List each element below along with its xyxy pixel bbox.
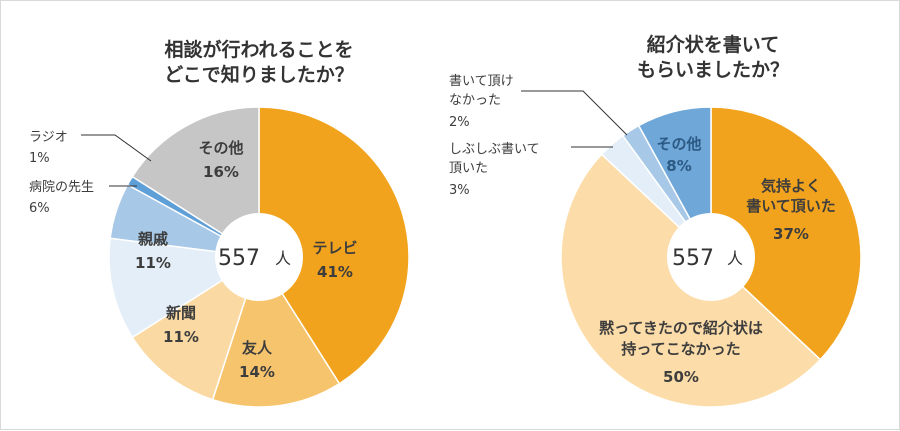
chart-2: 紹介状を書いて もらいましたか？ 557 人 気持よく 書いて頂いた 37% 黙… bbox=[449, 33, 862, 408]
chart-1-pct-doctor: 6% bbox=[29, 201, 50, 216]
chart-1-slice-6 bbox=[131, 106, 260, 259]
chart-1-pct-radio: 1% bbox=[29, 151, 50, 166]
chart-2-label-reluctant-1: しぶしぶ書いて bbox=[449, 142, 540, 157]
chart-2-title-line-1: 紹介状を書いて bbox=[647, 33, 779, 56]
chart-2-center-hole bbox=[667, 213, 755, 301]
chart-2-pct-silent: 50% bbox=[663, 368, 699, 386]
chart-2-pct-reluctant: 3% bbox=[449, 183, 470, 198]
chart-1-title-line-1: 相談が行われることを bbox=[164, 38, 353, 61]
chart-1-slice-1 bbox=[211, 255, 341, 408]
chart-1-label-tv: テレビ bbox=[312, 239, 357, 257]
chart-2-pct-refused: 2% bbox=[449, 115, 470, 130]
chart-2-label-willing-1: 気持よく bbox=[761, 177, 821, 195]
chart-1-slice-0 bbox=[258, 106, 410, 385]
chart-1-pct-tv: 41% bbox=[317, 263, 353, 281]
chart-1-center-hole bbox=[215, 213, 303, 301]
chart-1-label-doctor: 病院の先生 bbox=[29, 180, 94, 195]
chart-1-label-friend: 友人 bbox=[242, 339, 273, 357]
chart-1-center-total: 557 bbox=[218, 246, 260, 271]
chart-1-label-newspaper: 新聞 bbox=[166, 304, 196, 322]
chart-2-label-other: その他 bbox=[656, 135, 701, 153]
chart-1-center-unit: 人 bbox=[275, 249, 291, 268]
chart-2-leader-refused bbox=[521, 90, 628, 136]
chart-2-pct-other: 8% bbox=[666, 157, 691, 175]
chart-1-label-radio: ラジオ bbox=[29, 130, 68, 145]
chart-2-title-line-2: もらいましたか？ bbox=[637, 59, 789, 81]
chart-2-center-unit: 人 bbox=[727, 249, 743, 268]
chart-1-slice-2 bbox=[131, 255, 261, 401]
chart-2-slice-0 bbox=[710, 106, 862, 361]
chart-2-center-total: 557 bbox=[672, 246, 714, 271]
chart-1-pct-relatives: 11% bbox=[135, 254, 171, 272]
chart-1-pct-newspaper: 11% bbox=[163, 328, 199, 346]
chart-2-label-refused-1: 書いて頂け bbox=[449, 74, 514, 89]
chart-1: 相談が行われることを どこで知りましたか？ 557 人 テレビ 41% 友人 1… bbox=[29, 38, 410, 408]
chart-2-label-silent-1: 黙ってきたので紹介状は bbox=[599, 319, 763, 337]
chart-1-label-other: その他 bbox=[198, 139, 243, 157]
chart-2-label-silent-2: 持ってこなかった bbox=[621, 340, 740, 358]
chart-1-pct-other: 16% bbox=[203, 163, 239, 181]
chart-2-label-reluctant-2: 頂いた bbox=[449, 161, 488, 176]
chart-1-pct-friend: 14% bbox=[239, 363, 275, 381]
chart-1-leader-radio bbox=[81, 134, 152, 162]
chart-2-label-refused-2: なかった bbox=[449, 93, 501, 108]
chart-2-label-willing-2: 書いて頂いた bbox=[746, 197, 836, 215]
chart-1-label-relatives: 親戚 bbox=[138, 230, 168, 248]
chart-1-title-line-2: どこで知りましたか？ bbox=[164, 63, 353, 86]
chart-2-pct-willing: 37% bbox=[773, 225, 809, 243]
